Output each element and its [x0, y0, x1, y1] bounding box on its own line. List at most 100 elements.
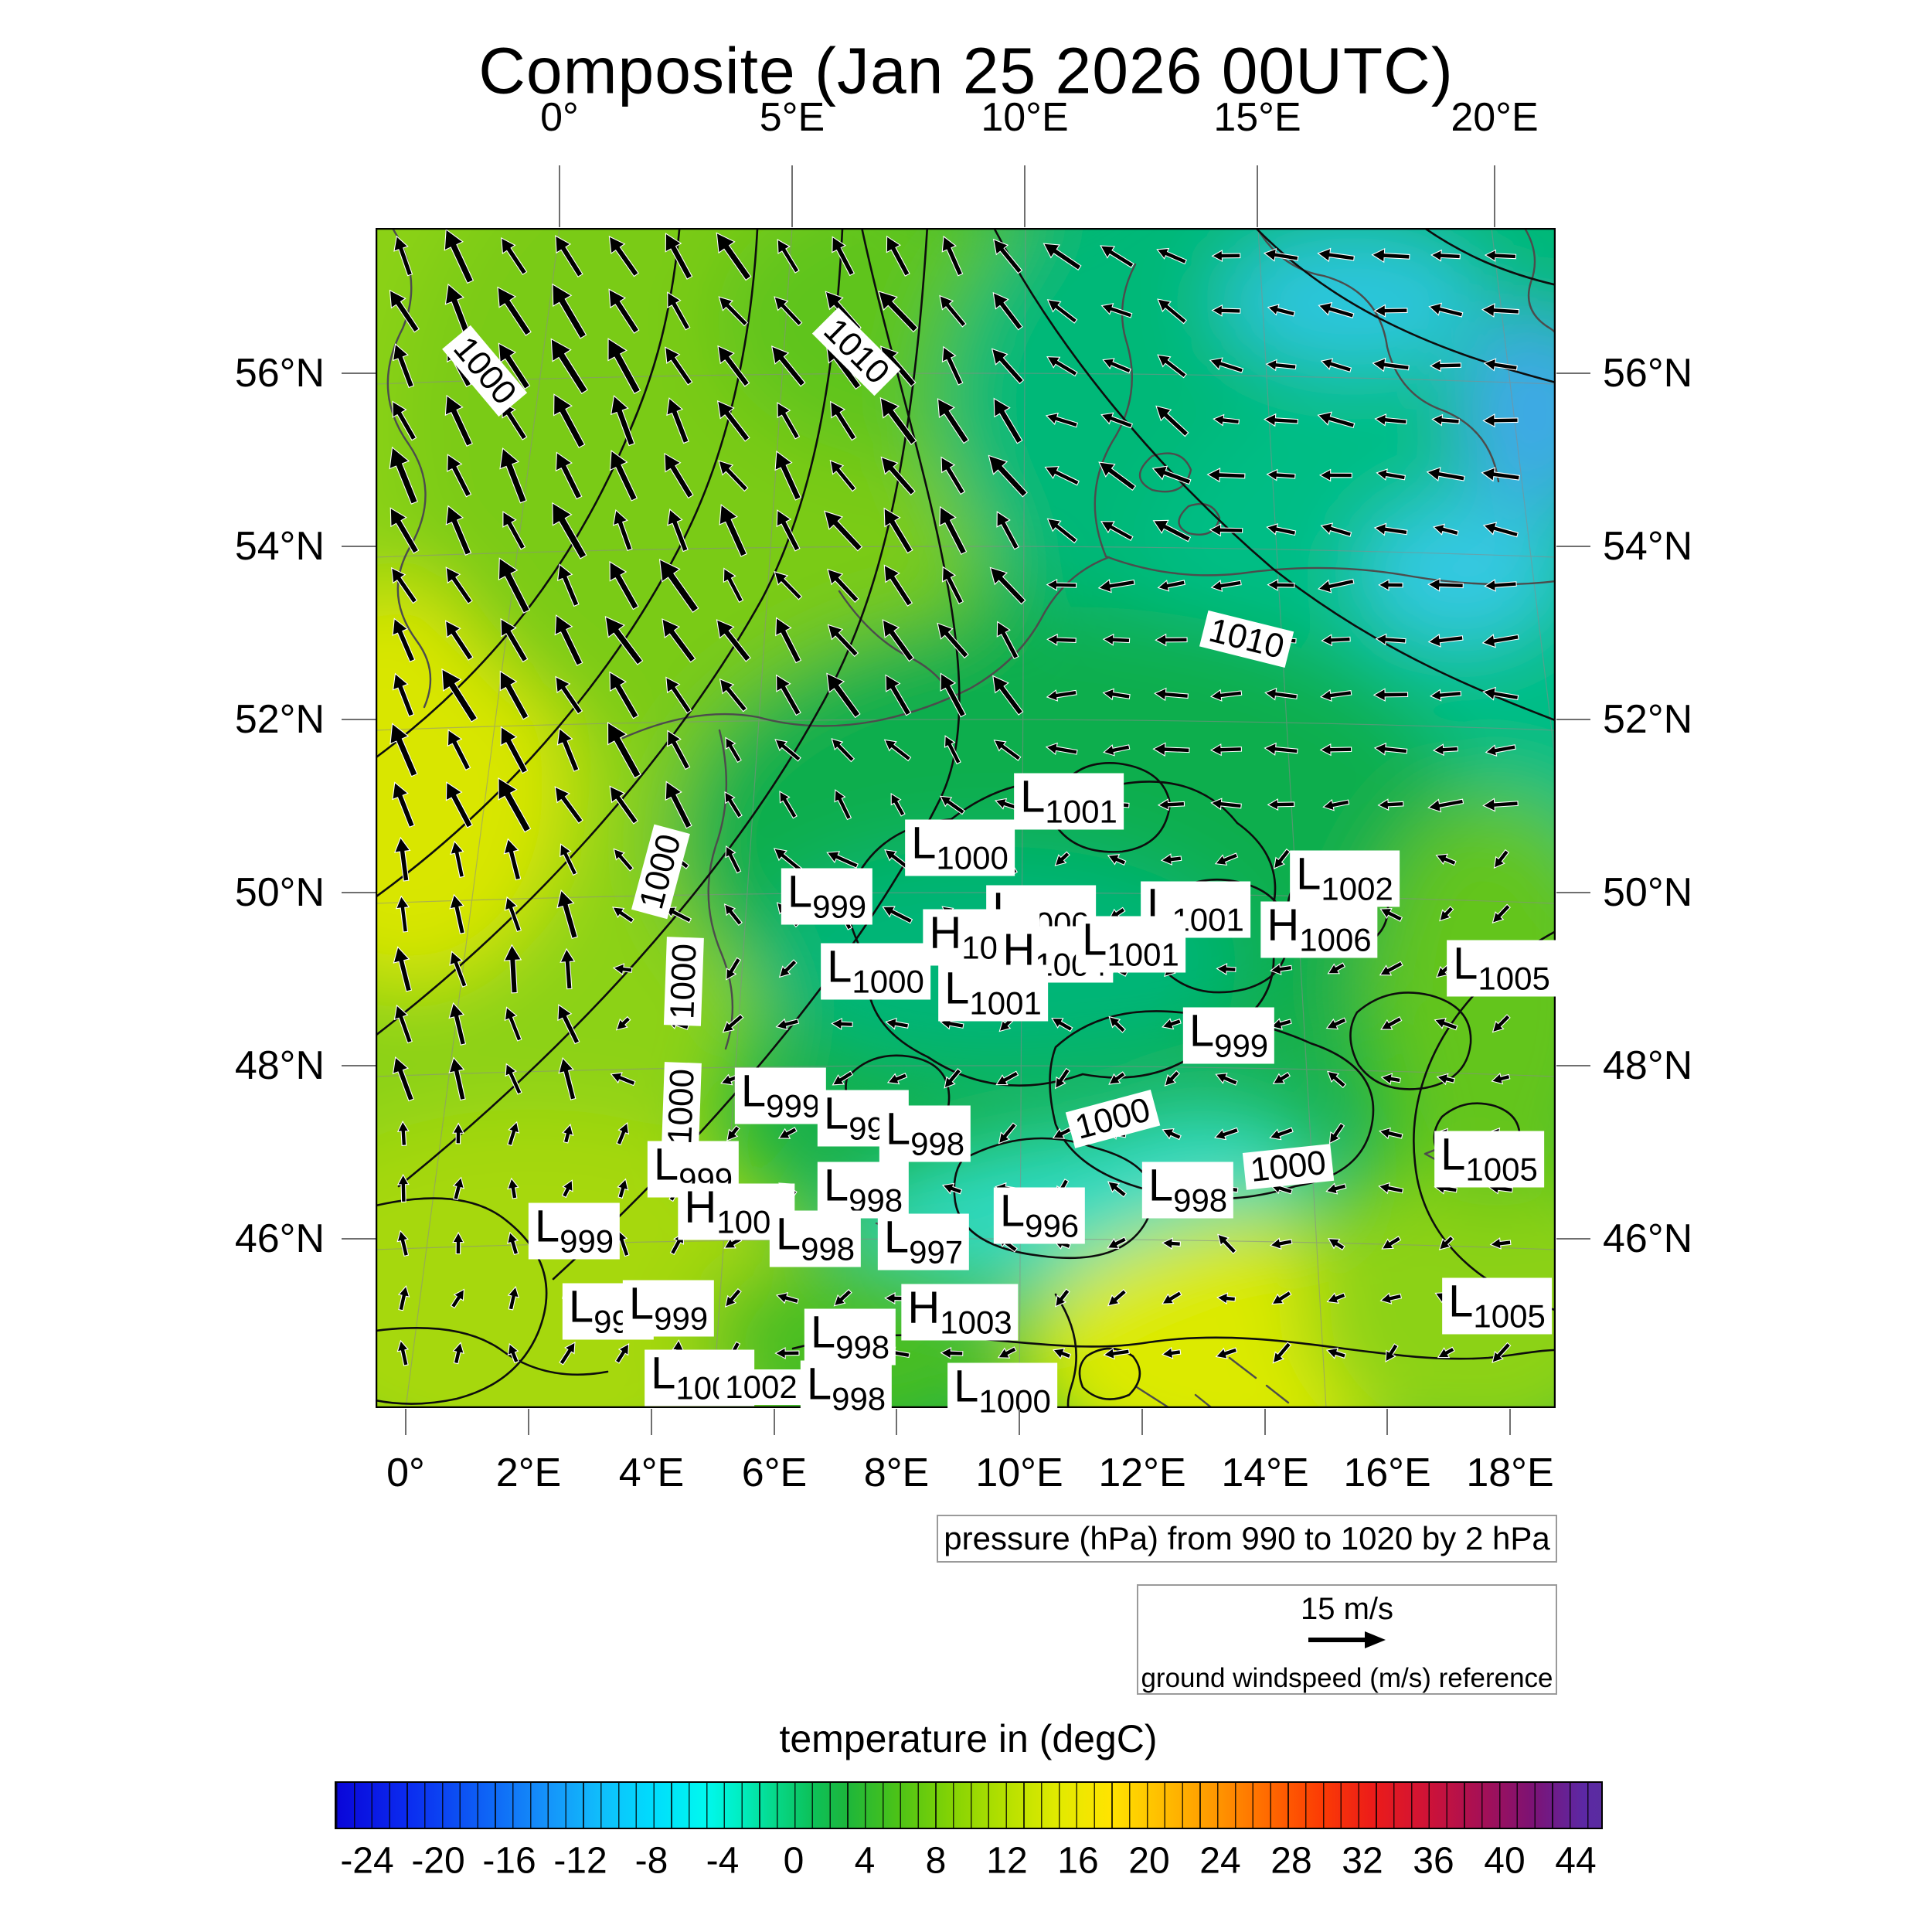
wind-arrow-icon	[554, 614, 583, 666]
wind-arrow-icon	[940, 1347, 964, 1359]
wind-arrow-icon	[992, 291, 1023, 331]
wind-arrow-icon	[1211, 250, 1241, 262]
wind-arrow-icon	[1098, 461, 1137, 491]
wind-arrow-icon	[395, 895, 410, 933]
y-axis-tick-left	[342, 719, 376, 720]
wind-arrow-icon	[1432, 523, 1459, 536]
y-axis-tick-label-left: 54°N	[234, 524, 325, 569]
wind-arrow-icon	[1373, 304, 1408, 318]
wind-arrow-icon	[500, 726, 529, 774]
wind-arrow-icon	[832, 236, 855, 277]
wind-arrow-icon	[1318, 468, 1352, 482]
colorbar-tick-label: 20	[1128, 1840, 1170, 1882]
wind-arrow-icon	[1216, 963, 1236, 975]
wind-arrow-icon	[1482, 522, 1519, 538]
x-axis-tick-bottom	[896, 1409, 897, 1435]
wind-arrow-icon	[393, 836, 411, 882]
wind-arrow-icon	[1046, 689, 1077, 702]
wind-arrow-icon	[1378, 1182, 1404, 1195]
wind-arrow-icon	[940, 456, 966, 495]
wind-arrow-icon	[776, 509, 801, 552]
colorbar-tick-label: 32	[1342, 1840, 1383, 1882]
wind-arrow-icon	[502, 511, 526, 550]
wind-arrow-icon	[1157, 798, 1185, 811]
wind-arrow-icon	[722, 1013, 744, 1033]
wind-arrow-icon	[506, 1231, 519, 1256]
x-axis-tick-label-bottom: 4°E	[618, 1451, 685, 1495]
wind-arrow-icon	[1156, 247, 1187, 265]
wind-arrow-icon	[505, 1063, 522, 1095]
wind-arrow-icon	[774, 451, 802, 501]
wind-arrow-icon	[1157, 580, 1185, 592]
wind-arrow-icon	[1373, 742, 1408, 756]
colorbar	[335, 1781, 1603, 1829]
y-axis-tick-right	[1556, 1065, 1590, 1066]
wind-arrow-icon	[939, 294, 967, 328]
wind-arrow-icon	[389, 446, 418, 505]
wind-arrow-icon	[1270, 1018, 1292, 1030]
wind-arrow-icon	[607, 721, 641, 779]
wind-arrow-icon	[834, 789, 852, 821]
wind-arrow-icon	[774, 570, 803, 600]
wind-arrow-icon	[1209, 523, 1243, 537]
colorbar-title: temperature in (degC)	[779, 1717, 1158, 1760]
wind-arrow-icon	[992, 238, 1023, 274]
wind-arrow-icon	[562, 1124, 574, 1144]
wind-arrow-icon	[1432, 743, 1459, 757]
wind-arrow-icon	[992, 675, 1024, 716]
wind-arrow-icon	[447, 454, 472, 498]
colorbar-tick-label: -24	[340, 1840, 394, 1882]
wind-arrow-icon	[775, 1018, 800, 1031]
wind-arrow-icon	[1381, 1236, 1402, 1250]
wind-reference-caption: ground windspeed (m/s) reference	[1141, 1663, 1553, 1693]
wind-arrow-icon	[503, 838, 522, 881]
x-axis-tick-bottom	[1386, 1409, 1388, 1435]
wind-arrow-icon	[504, 1006, 522, 1042]
wind-arrow-icon	[1320, 358, 1352, 373]
wind-arrow-icon	[723, 903, 743, 927]
wind-arrow-icon	[560, 947, 576, 990]
wind-arrow-icon	[1100, 245, 1134, 268]
wind-arrow-icon	[445, 566, 473, 604]
x-axis-tick-label-bottom: 0°	[386, 1451, 425, 1495]
wind-arrow-icon	[552, 283, 587, 339]
wind-arrow-icon	[449, 893, 466, 934]
wind-arrow-icon	[1483, 358, 1518, 372]
y-axis-tick-left	[342, 546, 376, 547]
wind-arrow-icon	[1328, 1122, 1345, 1145]
y-axis-tick-right	[1556, 372, 1590, 374]
wind-arrow-icon	[1107, 1181, 1128, 1198]
wind-arrow-icon	[393, 235, 413, 277]
wind-arrow-icon	[666, 397, 689, 444]
wind-reference-arrow-icon	[1304, 1629, 1389, 1655]
y-axis-tick-label-right: 52°N	[1603, 697, 1693, 742]
wind-arrow-icon	[1321, 634, 1351, 647]
wind-arrow-icon	[448, 1002, 467, 1046]
wind-arrow-icon	[1213, 1127, 1239, 1141]
wind-arrow-icon	[1267, 579, 1295, 591]
wind-arrow-icon	[776, 674, 801, 716]
wind-arrow-icon	[1103, 744, 1131, 757]
wind-arrow-icon	[507, 1285, 520, 1311]
colorbar-tick-label: 0	[783, 1840, 804, 1882]
wind-arrow-icon	[1380, 1016, 1403, 1030]
wind-arrow-icon	[883, 739, 912, 762]
wind-arrow-icon	[716, 619, 751, 662]
x-axis-tick-label-bottom: 12°E	[1098, 1451, 1186, 1495]
wind-arrow-icon	[937, 398, 970, 444]
wind-arrow-icon	[557, 563, 580, 607]
wind-arrow-icon	[989, 566, 1026, 605]
wind-arrow-icon	[1326, 1292, 1346, 1304]
wind-arrow-icon	[396, 1121, 410, 1146]
wind-reference-box: 15 m/s ground windspeed (m/s) reference	[1137, 1584, 1557, 1695]
wind-arrow-icon	[617, 1178, 629, 1199]
wind-arrow-icon	[724, 1287, 742, 1308]
wind-arrow-icon	[1100, 303, 1133, 318]
wind-arrow-icon	[826, 672, 861, 719]
wind-arrow-icon	[725, 845, 742, 874]
wind-arrow-icon	[1209, 357, 1244, 373]
wind-arrow-icon	[1319, 743, 1352, 757]
x-axis-tick-bottom	[1019, 1409, 1020, 1435]
wind-arrow-icon	[940, 672, 967, 718]
wind-arrow-icon	[1052, 1348, 1072, 1359]
